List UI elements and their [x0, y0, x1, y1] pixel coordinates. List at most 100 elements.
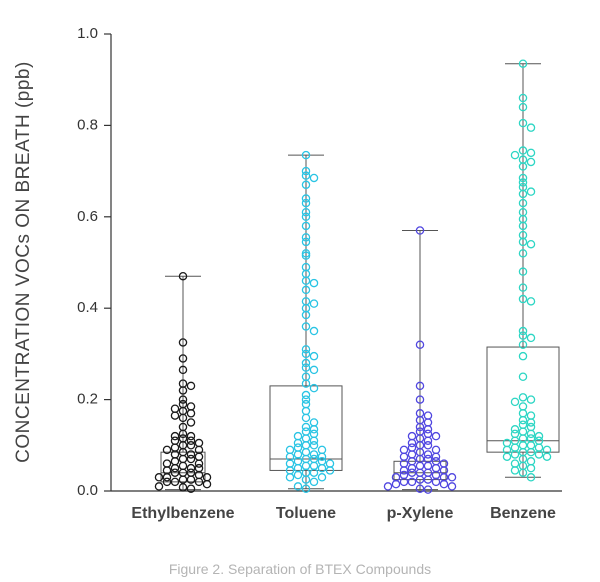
data-point: [423, 418, 433, 427]
data-point: [162, 473, 172, 482]
data-point: [518, 146, 528, 155]
data-point: [301, 461, 311, 471]
data-point: [301, 310, 311, 320]
data-point: [423, 441, 433, 450]
data-point: [526, 422, 536, 432]
data-point: [518, 178, 528, 187]
data-point: [317, 452, 327, 461]
data-point: [407, 463, 417, 473]
data-point: [162, 477, 172, 487]
data-point: [518, 351, 528, 361]
data-point: [293, 482, 303, 491]
data-point: [518, 249, 528, 258]
data-point: [301, 166, 311, 176]
data-point: [301, 475, 311, 484]
data-point: [415, 461, 425, 471]
data-point: [407, 438, 417, 448]
data-point: [518, 221, 528, 231]
data-point: [301, 207, 311, 217]
data-point: [194, 463, 204, 473]
data-point: [162, 445, 172, 455]
data-point: [301, 237, 311, 247]
data-point: [301, 427, 311, 436]
data-point: [170, 457, 180, 466]
y-tick-label: 0.8: [77, 116, 98, 133]
data-point: [518, 198, 528, 208]
data-point: [518, 331, 528, 340]
data-point: [317, 445, 327, 455]
data-point: [301, 180, 311, 190]
data-point: [510, 466, 520, 475]
data-point: [178, 365, 188, 375]
y-tick-label: 0.0: [77, 482, 98, 499]
data-point: [325, 459, 335, 468]
data-point: [415, 475, 425, 484]
data-point: [526, 441, 536, 450]
data-point: [309, 461, 319, 471]
data-point: [423, 475, 433, 484]
data-point: [194, 452, 204, 461]
data-point: [526, 429, 536, 439]
data-point: [178, 483, 188, 492]
data-point: [423, 436, 433, 445]
data-point: [194, 477, 204, 487]
data-point: [407, 450, 417, 459]
data-point: [415, 484, 425, 493]
data-point: [309, 383, 319, 393]
data-point: [415, 340, 425, 350]
data-point: [186, 450, 196, 459]
data-point: [178, 461, 188, 471]
data-point: [518, 173, 528, 183]
y-tick-label: 0.6: [77, 208, 98, 225]
data-point: [518, 409, 528, 418]
data-point: [301, 194, 311, 203]
data-point: [170, 443, 180, 452]
data-point: [170, 463, 180, 473]
x-category-label: Ethylbenzene: [131, 505, 234, 522]
data-point: [317, 463, 327, 473]
data-point: [301, 249, 311, 258]
data-point: [518, 102, 528, 112]
data-point: [431, 452, 441, 461]
iqr-box: [486, 346, 560, 453]
data-point: [186, 454, 196, 464]
data-point: [399, 466, 409, 475]
data-point: [423, 429, 433, 439]
x-category-label: p-Xylene: [387, 505, 454, 522]
y-axis-title: CONCENTRATION VOCs ON BREATH (ppb): [13, 61, 34, 463]
data-point: [301, 441, 311, 450]
data-point: [518, 340, 528, 350]
data-point: [325, 466, 335, 475]
data-point: [202, 473, 212, 482]
data-point: [415, 226, 425, 235]
data-point: [301, 406, 311, 416]
y-ticks: 0.0 0.2 0.4 0.6 0.8 1.0: [77, 25, 111, 499]
data-point: [301, 422, 311, 432]
data-point: [186, 436, 196, 445]
data-point: [301, 399, 311, 409]
data-point: [518, 267, 528, 276]
iqr-box: [160, 451, 206, 483]
data-point: [447, 482, 457, 491]
data-point: [301, 322, 311, 331]
data-point: [186, 418, 196, 427]
data-point: [301, 484, 311, 493]
data-point: [518, 93, 528, 103]
data-point: [293, 450, 303, 459]
data-point: [301, 395, 311, 404]
data-point: [526, 411, 536, 420]
data-point: [439, 479, 449, 489]
data-point: [309, 278, 319, 288]
data-point: [510, 459, 520, 468]
data-point: [415, 422, 425, 432]
data-point: [301, 285, 311, 295]
data-point: [285, 459, 295, 468]
data-point: [301, 349, 311, 359]
data-point: [301, 447, 311, 457]
x-category-labels: Ethylbenzene Toluene p-Xylene Benzene: [131, 505, 556, 522]
data-point: [309, 477, 319, 487]
data-point: [186, 441, 196, 450]
data-point: [162, 459, 172, 468]
data-point: [510, 443, 520, 452]
